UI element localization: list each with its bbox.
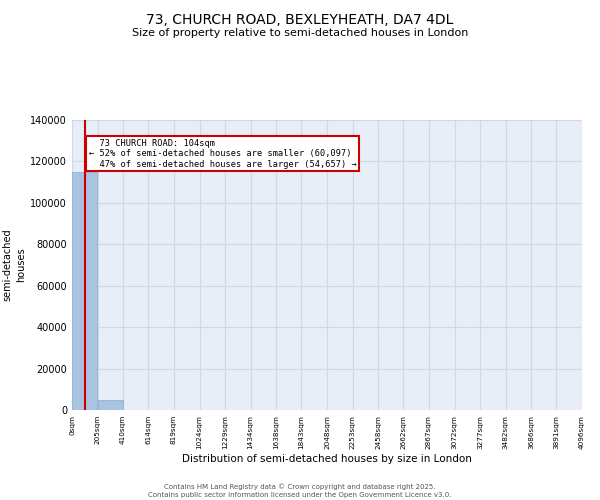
- Text: Contains HM Land Registry data © Crown copyright and database right 2025.
Contai: Contains HM Land Registry data © Crown c…: [148, 484, 452, 498]
- Text: 73 CHURCH ROAD: 104sqm  
← 52% of semi-detached houses are smaller (60,097)
  47: 73 CHURCH ROAD: 104sqm ← 52% of semi-det…: [89, 139, 356, 168]
- X-axis label: Distribution of semi-detached houses by size in London: Distribution of semi-detached houses by …: [182, 454, 472, 464]
- Bar: [72, 172, 97, 410]
- Text: Size of property relative to semi-detached houses in London: Size of property relative to semi-detach…: [132, 28, 468, 38]
- Text: 73, CHURCH ROAD, BEXLEYHEATH, DA7 4DL: 73, CHURCH ROAD, BEXLEYHEATH, DA7 4DL: [146, 12, 454, 26]
- Bar: [98, 400, 123, 410]
- Y-axis label: Number of
semi-detached
houses: Number of semi-detached houses: [0, 228, 26, 302]
